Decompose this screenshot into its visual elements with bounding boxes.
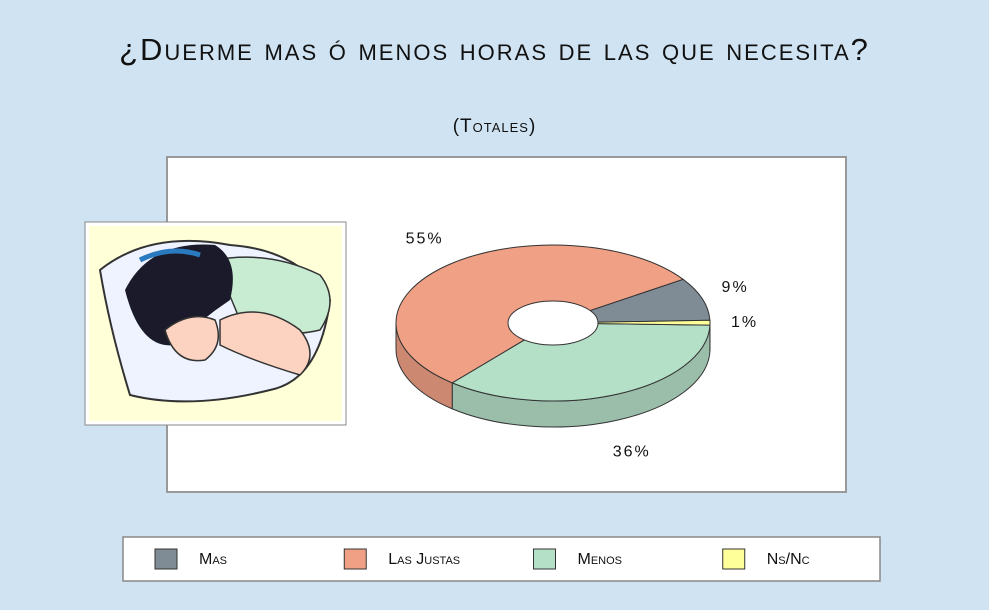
slice bbox=[451, 322, 711, 402]
legend-swatch bbox=[343, 548, 367, 570]
legend-label: Menos bbox=[578, 551, 623, 568]
data-label: 1% bbox=[731, 314, 758, 331]
legend-label: Mas bbox=[199, 551, 227, 568]
legend-swatch bbox=[154, 548, 178, 570]
legend-swatch bbox=[722, 548, 746, 570]
data-label: 36% bbox=[613, 443, 651, 460]
legend-box bbox=[122, 536, 881, 582]
hole bbox=[507, 300, 599, 346]
legend-swatch bbox=[533, 548, 556, 570]
chart-title: ¿Duerme mas ó menos horas de las que nec… bbox=[119, 32, 870, 67]
slice bbox=[552, 319, 711, 326]
illustration bbox=[84, 221, 347, 426]
chart-subtitle: (Totales) bbox=[452, 116, 537, 137]
data-label: 55% bbox=[406, 230, 444, 247]
data-label: 9% bbox=[722, 279, 749, 296]
legend-label: Ns/Nc bbox=[767, 551, 810, 568]
legend-label: Las Justas bbox=[388, 551, 460, 568]
